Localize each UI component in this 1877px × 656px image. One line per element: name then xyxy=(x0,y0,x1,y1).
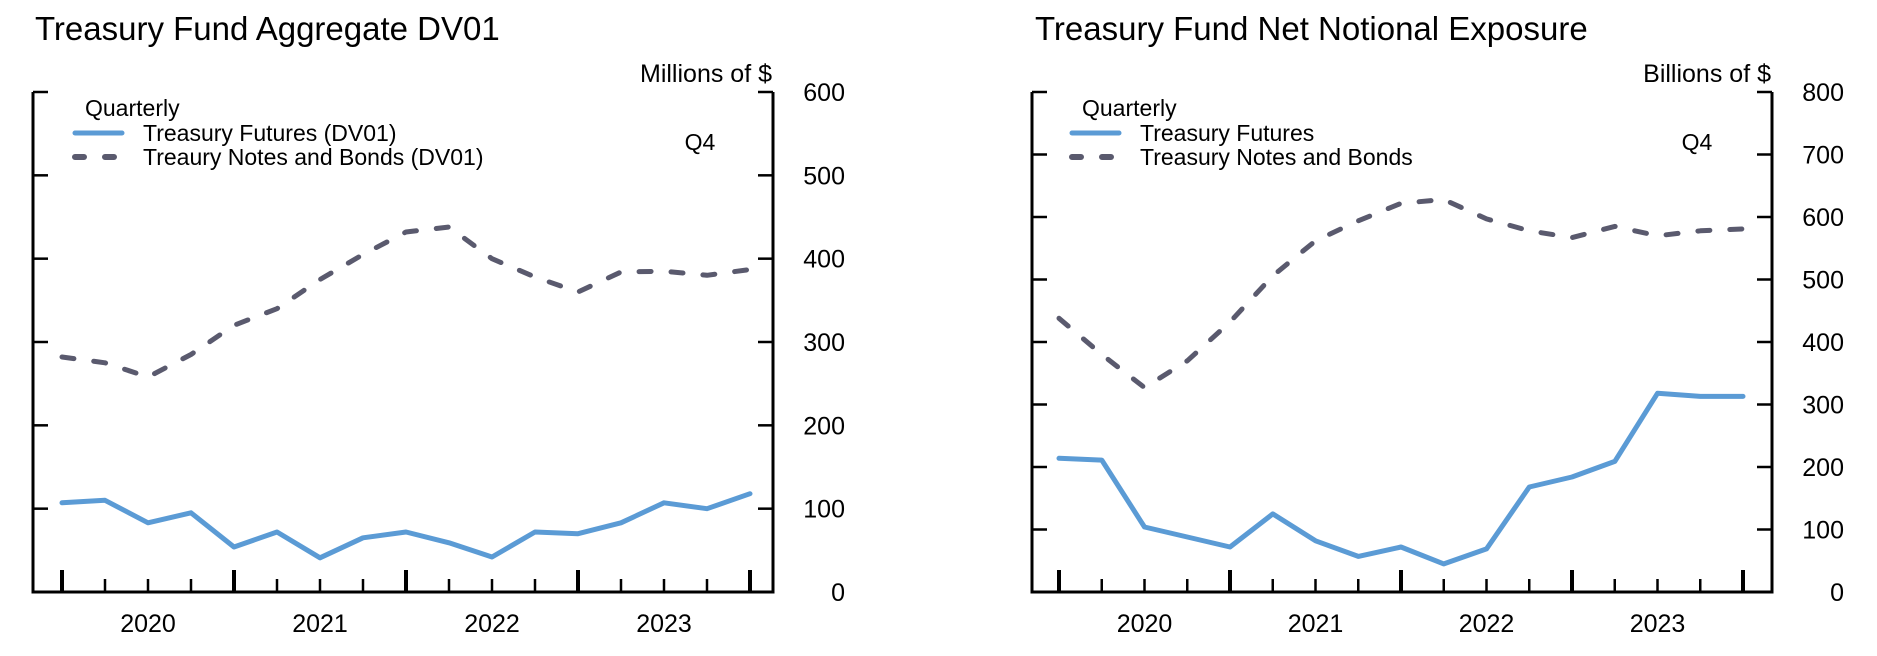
y-tick-label: 600 xyxy=(803,79,845,107)
y-tick-label: 500 xyxy=(1802,267,1844,295)
y-tick-label: 300 xyxy=(1802,392,1844,420)
futures-series-line xyxy=(1056,390,1746,567)
x-tick-label: 2020 xyxy=(1117,610,1173,638)
legend-title: Quarterly xyxy=(85,95,180,121)
x-tick-label: 2020 xyxy=(120,610,176,638)
y-tick-label: 400 xyxy=(803,246,845,274)
futures-series-line xyxy=(59,491,753,561)
notes-bonds-series-line xyxy=(1056,197,1746,391)
y-tick-label: 400 xyxy=(1802,329,1844,357)
notes-bonds-series-line xyxy=(59,224,753,380)
chart-1: Treasury Fund Aggregate DV01 Millions of … xyxy=(31,10,845,638)
legend-title: Quarterly xyxy=(1082,95,1177,121)
y-tick-label: 0 xyxy=(1830,579,1844,607)
x-tick-label: 2023 xyxy=(636,610,692,638)
y-tick-label: 500 xyxy=(803,162,845,190)
y-tick-label: 800 xyxy=(1802,79,1844,107)
chart-title: Treasury Fund Net Notional Exposure xyxy=(1035,10,1588,47)
x-tick-label: 2022 xyxy=(1459,610,1515,638)
y-axis-unit-label: Millions of $ xyxy=(640,60,772,88)
legend-label-notes-bonds: Treasury Notes and Bonds xyxy=(1140,144,1413,170)
y-tick-label: 100 xyxy=(803,496,845,524)
q4-annotation: Q4 xyxy=(685,129,716,155)
y-axis-unit-label: Billions of $ xyxy=(1643,60,1771,88)
legend-label-notes-bonds: Treaury Notes and Bonds (DV01) xyxy=(143,144,483,170)
chart-2: Treasury Fund Net Notional Exposure Billi… xyxy=(1030,10,1844,638)
y-tick-label: 0 xyxy=(831,579,845,607)
y-tick-label: 700 xyxy=(1802,142,1844,170)
y-tick-label: 200 xyxy=(1802,454,1844,482)
x-tick-label: 2022 xyxy=(464,610,520,638)
x-tick-label: 2023 xyxy=(1630,610,1686,638)
legend-label-futures: Treasury Futures xyxy=(1140,120,1314,146)
chart-title: Treasury Fund Aggregate DV01 xyxy=(35,10,500,47)
y-tick-label: 300 xyxy=(803,329,845,357)
y-tick-label: 200 xyxy=(803,412,845,440)
legend-label-futures: Treasury Futures (DV01) xyxy=(143,120,397,146)
x-tick-label: 2021 xyxy=(1288,610,1344,638)
y-tick-label: 600 xyxy=(1802,204,1844,232)
x-tick-label: 2021 xyxy=(292,610,348,638)
y-tick-label: 100 xyxy=(1802,517,1844,545)
q4-annotation: Q4 xyxy=(1682,129,1713,155)
